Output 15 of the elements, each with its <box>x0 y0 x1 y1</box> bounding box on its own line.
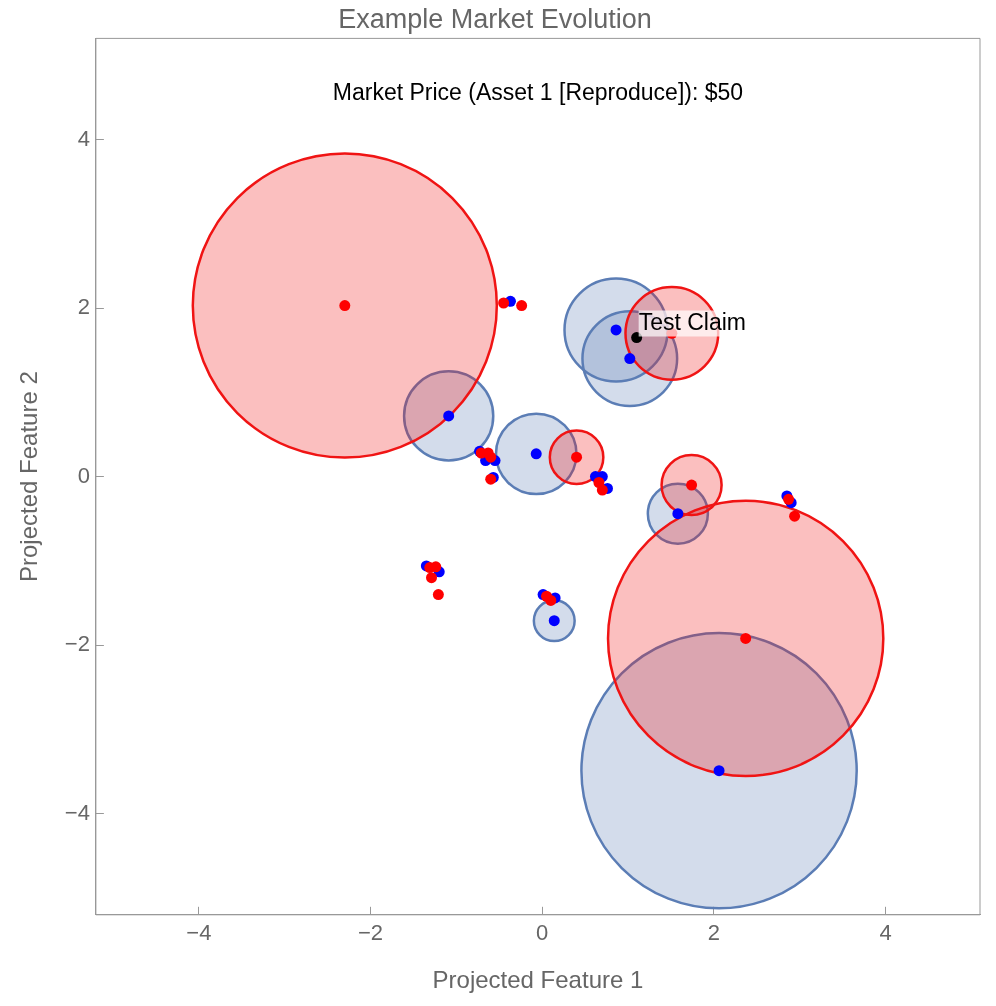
y-tick-label: 0 <box>77 462 90 488</box>
y-tick-label: −4 <box>64 799 90 825</box>
x-tick-label: 2 <box>707 920 721 946</box>
x-tick-label: 0 <box>536 920 549 946</box>
x-tick-label: −4 <box>186 920 212 946</box>
y-tick-label: 2 <box>77 294 90 320</box>
x-tick-label: 4 <box>879 920 892 946</box>
x-tick-label: −2 <box>358 920 384 946</box>
x-axis-title: Projected Feature 1 <box>432 966 644 994</box>
annotation: Market Price (Asset 1 [Reproduce]): $50 <box>332 78 744 105</box>
y-axis-title: Projected Feature 2 <box>15 371 43 582</box>
y-tick-label: 4 <box>77 125 90 151</box>
annotation: Test Claim <box>638 308 747 335</box>
y-tick-label: −2 <box>64 631 90 657</box>
chart-title: Example Market Evolution <box>338 3 652 34</box>
